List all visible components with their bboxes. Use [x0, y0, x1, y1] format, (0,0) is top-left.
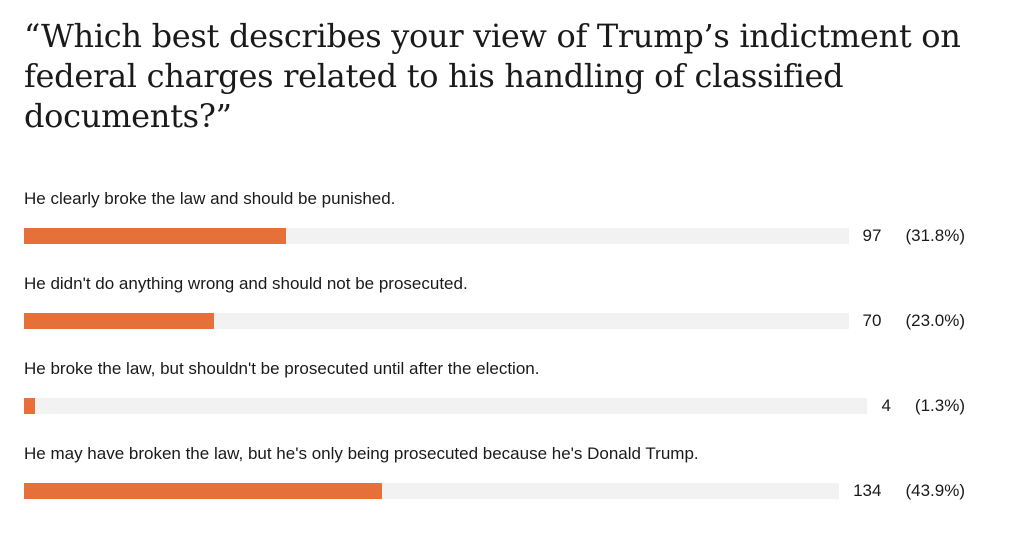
bar-line: 97 (31.8%) [24, 226, 965, 246]
bar-line: 70 (23.0%) [24, 311, 965, 331]
poll-question: “Which best describes your view of Trump… [24, 17, 961, 135]
result-numbers: 4 (1.3%) [881, 396, 965, 416]
option-label: He broke the law, but shouldn't be prose… [24, 359, 540, 378]
vote-count: 134 [853, 481, 882, 500]
results: He clearly broke the law and should be p… [24, 186, 965, 526]
vote-percent: (43.9%) [905, 481, 965, 500]
vote-percent: (23.0%) [905, 311, 965, 330]
result-row: He broke the law, but shouldn't be prose… [24, 356, 965, 441]
result-numbers: 134 (43.9%) [853, 481, 965, 501]
bar-line: 4 (1.3%) [24, 396, 965, 416]
vote-count: 70 [862, 311, 882, 330]
result-row: He didn't do anything wrong and should n… [24, 271, 965, 356]
bar-line: 134 (43.9%) [24, 481, 965, 501]
bar [24, 228, 287, 244]
bar [24, 398, 35, 414]
bar-track [24, 398, 868, 414]
result-row: He may have broken the law, but he's onl… [24, 441, 965, 526]
result-numbers: 97 (31.8%) [863, 226, 965, 246]
vote-count: 4 [881, 396, 891, 415]
vote-count: 97 [862, 226, 882, 245]
bar [24, 313, 214, 329]
vote-percent: (1.3%) [914, 396, 965, 415]
option-label: He may have broken the law, but he's onl… [24, 444, 699, 463]
bar-track [24, 228, 849, 244]
bar-track [24, 313, 849, 329]
bar [24, 483, 382, 499]
option-label: He clearly broke the law and should be p… [24, 189, 396, 208]
vote-percent: (31.8%) [905, 226, 965, 245]
option-label: He didn't do anything wrong and should n… [24, 274, 468, 293]
bar-track [24, 483, 840, 499]
result-row: He clearly broke the law and should be p… [24, 186, 965, 271]
result-numbers: 70 (23.0%) [863, 311, 965, 331]
